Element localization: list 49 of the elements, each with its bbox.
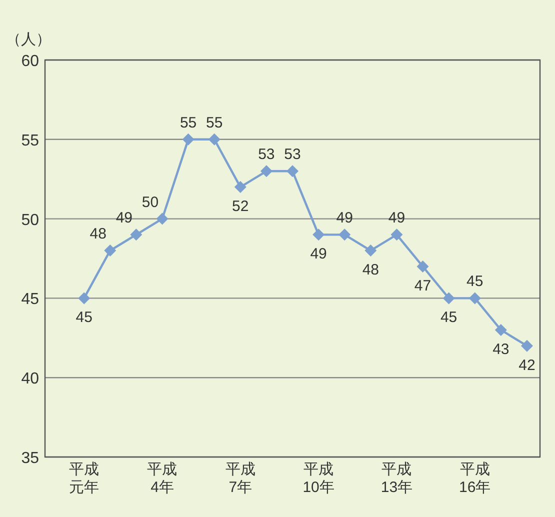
x-tick-label: 平成16年 bbox=[458, 461, 492, 497]
point bbox=[468, 292, 481, 304]
data-label: 42 bbox=[518, 356, 536, 374]
point bbox=[390, 228, 403, 241]
point bbox=[234, 181, 246, 194]
point bbox=[338, 228, 351, 241]
point bbox=[442, 292, 455, 304]
data-label: 50 bbox=[142, 194, 159, 211]
data-label: 49 bbox=[310, 246, 327, 263]
y-tick-label: 55 bbox=[21, 132, 40, 150]
data-label: 48 bbox=[362, 262, 379, 279]
point bbox=[494, 324, 507, 336]
point bbox=[208, 133, 220, 146]
data-label: 45 bbox=[76, 309, 92, 326]
x-tick-label: 平成13年 bbox=[380, 461, 414, 497]
point bbox=[156, 212, 168, 225]
data-label: 48 bbox=[90, 226, 106, 243]
data-label: 49 bbox=[336, 210, 353, 227]
y-tick-label: 35 bbox=[21, 450, 40, 467]
data-label: 45 bbox=[440, 309, 458, 326]
point bbox=[286, 165, 298, 178]
data-label: 55 bbox=[180, 114, 197, 132]
point bbox=[520, 340, 533, 352]
y-tick-label: 60 bbox=[21, 53, 40, 70]
data-label: 49 bbox=[388, 210, 406, 227]
x-tick-label: 平成元年 bbox=[68, 461, 100, 497]
x-tick-label: 平成4年 bbox=[146, 461, 178, 497]
y-tick-label: 50 bbox=[21, 212, 40, 229]
point bbox=[312, 228, 325, 241]
x-tick-label: 平成7年 bbox=[224, 461, 256, 497]
data-label: 53 bbox=[284, 146, 301, 164]
point bbox=[104, 244, 116, 257]
x-tick-label: 平成10年 bbox=[302, 461, 336, 497]
y-axis-title: （人） bbox=[6, 31, 51, 48]
data-label: 47 bbox=[414, 277, 432, 294]
data-label: 55 bbox=[206, 114, 223, 132]
data-label: 53 bbox=[258, 146, 275, 164]
point bbox=[78, 292, 90, 304]
data-label: 45 bbox=[466, 273, 484, 290]
point bbox=[260, 165, 272, 178]
data-label: 52 bbox=[232, 198, 249, 216]
point bbox=[182, 133, 194, 146]
point bbox=[416, 260, 429, 272]
data-label: 49 bbox=[116, 210, 133, 227]
point bbox=[364, 244, 377, 257]
data-label: 43 bbox=[492, 340, 510, 358]
y-tick-label: 40 bbox=[21, 370, 40, 388]
point bbox=[130, 228, 142, 241]
y-tick-label: 45 bbox=[21, 291, 40, 308]
